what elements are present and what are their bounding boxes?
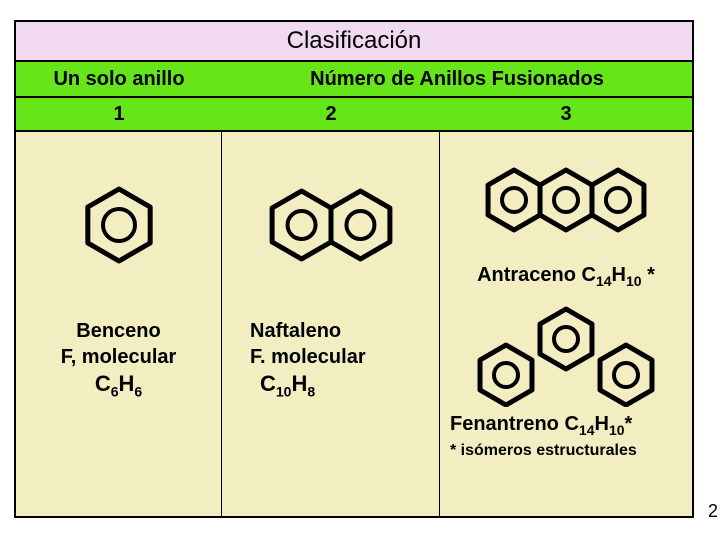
naphthalene-name: Naftaleno <box>250 318 433 344</box>
naphthalene-line2: F. molecular <box>250 344 433 370</box>
phenanthrene-icon <box>451 297 681 407</box>
num-3: 3 <box>440 98 692 130</box>
number-row: 1 2 3 <box>16 98 692 132</box>
benzene-icon <box>74 170 164 280</box>
benzene-cell: Benceno F, molecular C6H6 <box>16 132 222 516</box>
naphthalene-label: Naftaleno F. molecular C10H8 <box>228 318 433 401</box>
benzene-label: Benceno F, molecular C6H6 <box>22 318 215 401</box>
title-row: Clasificación <box>16 22 692 62</box>
benzene-name: Benceno <box>22 318 215 344</box>
naphthalene-diagram <box>228 140 433 310</box>
num-2: 2 <box>222 98 440 130</box>
page-number: 2 <box>708 501 718 522</box>
header-row: Un solo anillo Número de Anillos Fusiona… <box>16 62 692 98</box>
header-col1: Un solo anillo <box>16 62 222 96</box>
benzene-formula: C6H6 <box>22 370 215 401</box>
anthracene-label: Antraceno C14H10 * <box>446 260 686 293</box>
benzene-line2: F, molecular <box>22 344 215 370</box>
title-text: Clasificación <box>287 27 422 55</box>
footnote: * isómeros estructurales <box>446 440 686 460</box>
phenanthrene-label: Fenantreno C14H10* <box>446 407 686 440</box>
anthracene-diagram <box>446 140 686 260</box>
phenanthrene-diagram <box>446 297 686 407</box>
classification-frame: Clasificación Un solo anillo Número de A… <box>14 20 694 518</box>
naphthalene-cell: Naftaleno F. molecular C10H8 <box>222 132 440 516</box>
anthracene-icon <box>461 150 671 250</box>
three-ring-cell: Antraceno C14H10 * Fenantreno C14H10* * … <box>440 132 692 516</box>
naphthalene-formula: C10H8 <box>250 370 433 401</box>
naphthalene-icon <box>256 170 406 280</box>
num-1: 1 <box>16 98 222 130</box>
body-row: Benceno F, molecular C6H6 Naftaleno F. m… <box>16 132 692 516</box>
header-col23: Número de Anillos Fusionados <box>222 62 692 96</box>
benzene-diagram <box>22 140 215 310</box>
